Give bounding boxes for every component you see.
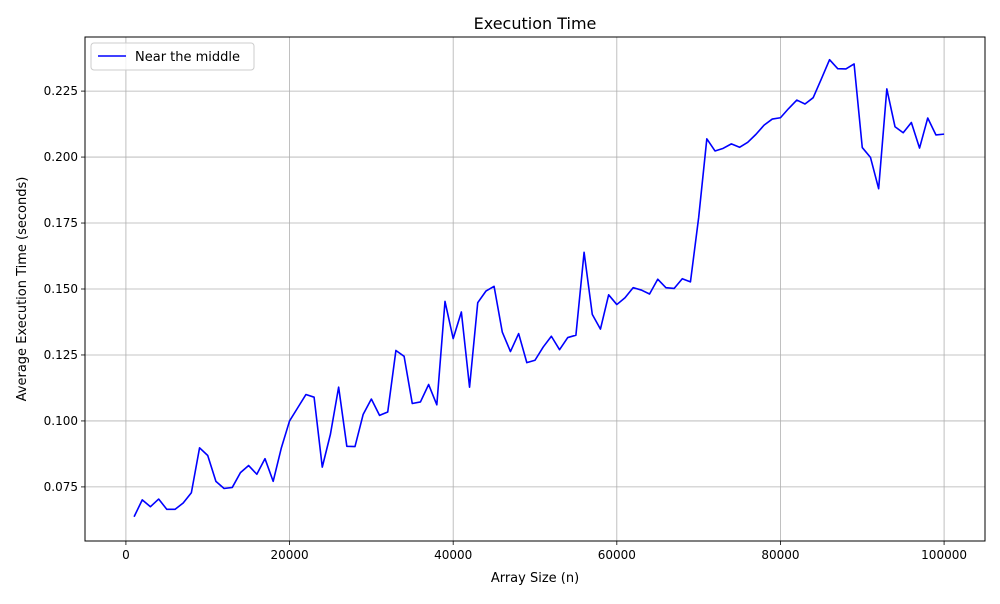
x-tick-label: 40000 bbox=[434, 548, 472, 562]
axis-ticks: 0 20000 40000 60000 80000 100000 0.075 0.100 0.1… bbox=[44, 84, 967, 562]
x-axis-label: Array Size (n) bbox=[491, 571, 579, 586]
x-tick-label: 20000 bbox=[270, 548, 308, 562]
y-tick-label: 0.200 bbox=[44, 150, 78, 164]
x-tick-label: 100000 bbox=[921, 548, 967, 562]
x-tick-label: 0 bbox=[122, 548, 130, 562]
y-tick-label: 0.225 bbox=[44, 84, 78, 98]
y-tick-label: 0.075 bbox=[44, 480, 78, 494]
chart-title: Execution Time bbox=[474, 14, 597, 33]
y-axis-label: Average Execution Time (seconds) bbox=[15, 177, 30, 402]
y-tick-label: 0.175 bbox=[44, 216, 78, 230]
x-tick-label: 60000 bbox=[598, 548, 636, 562]
y-tick-label: 0.125 bbox=[44, 348, 78, 362]
y-tick-label: 0.100 bbox=[44, 414, 78, 428]
series-layer bbox=[133, 58, 945, 518]
y-tick-label: 0.150 bbox=[44, 282, 78, 296]
grid-lines bbox=[85, 37, 985, 541]
series-line-near-the-middle bbox=[133, 58, 945, 518]
x-tick-label: 80000 bbox=[761, 548, 799, 562]
legend: Near the middle bbox=[90, 42, 255, 71]
legend-box bbox=[90, 42, 255, 71]
legend-label: Near the middle bbox=[135, 50, 240, 65]
